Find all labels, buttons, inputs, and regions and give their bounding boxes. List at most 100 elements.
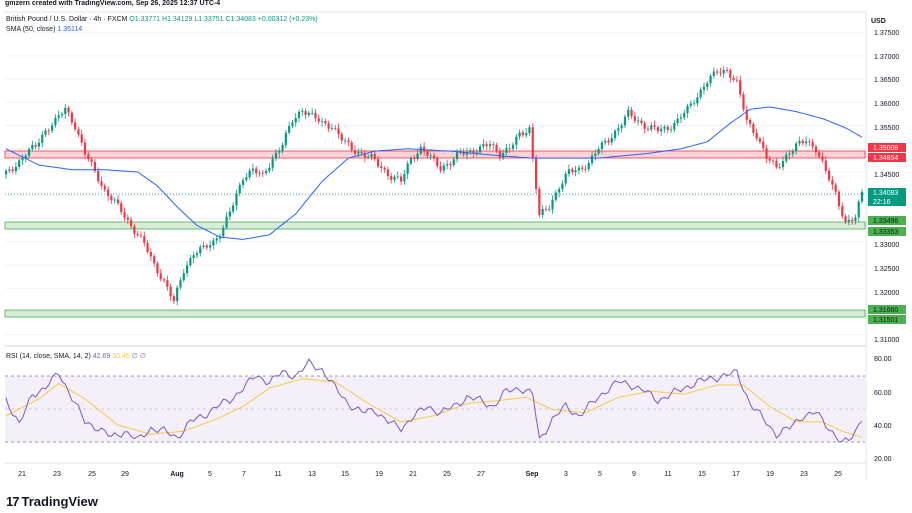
- candle-body: [617, 128, 620, 131]
- candle-body: [54, 117, 57, 126]
- candle-body: [498, 151, 501, 158]
- candle-body: [768, 158, 771, 161]
- candle-body: [623, 116, 627, 126]
- price-tick: 1.31000: [874, 337, 899, 344]
- candle-body: [472, 150, 475, 154]
- candle-body: [390, 175, 393, 180]
- time-tick: 19: [766, 471, 774, 478]
- symbol-title[interactable]: British Pound / U.S. Dollar · 4h · FXCM: [6, 16, 128, 23]
- candle-body: [538, 188, 541, 216]
- candle-body: [376, 159, 380, 167]
- candle-body: [100, 181, 103, 186]
- candle-body: [666, 126, 669, 131]
- time-tick: 23: [53, 471, 61, 478]
- candle-body: [149, 251, 152, 257]
- candle-body: [18, 160, 21, 167]
- candle-body: [564, 173, 567, 184]
- tradingview-logo[interactable]: 17 TradingView: [6, 494, 98, 509]
- candle-body: [192, 255, 195, 258]
- time-tick: 9: [632, 471, 636, 478]
- candle-body: [640, 120, 643, 124]
- candle-body: [113, 199, 116, 201]
- candle-body: [50, 125, 54, 131]
- resistance-bottom-label: 1.34854: [873, 155, 898, 162]
- time-tick: 25: [834, 471, 842, 478]
- candle-body: [571, 169, 574, 173]
- zone-label-bg: [868, 315, 906, 324]
- candle-body: [106, 189, 110, 197]
- time-tick: 25: [88, 471, 96, 478]
- candle-body: [370, 154, 373, 157]
- candle-body: [380, 166, 383, 168]
- candle-body: [860, 191, 864, 202]
- candle-body: [808, 141, 811, 143]
- support-zone-2[interactable]: [4, 309, 866, 318]
- support-zone-1[interactable]: [4, 221, 866, 230]
- candles: [4, 66, 864, 306]
- sma-label[interactable]: SMA (50, close): [6, 26, 56, 33]
- candle-body: [41, 134, 44, 143]
- candle-body: [195, 253, 199, 256]
- candle-body: [34, 144, 37, 147]
- candle-body: [172, 296, 176, 302]
- candle-body: [801, 140, 804, 144]
- candle-body: [399, 176, 403, 182]
- candle-body: [515, 136, 518, 145]
- time-tick: 5: [208, 471, 212, 478]
- rsi-value: 42.69: [92, 353, 111, 360]
- candle-body: [14, 166, 17, 172]
- zone-label-bg: [868, 216, 906, 225]
- candle-body: [762, 141, 765, 149]
- candle-body: [446, 164, 449, 166]
- candle-body: [455, 152, 459, 160]
- candle-body: [179, 280, 182, 288]
- candle-body: [732, 77, 735, 80]
- candle-body: [185, 265, 189, 274]
- candle-body: [120, 203, 123, 213]
- candle-body: [409, 158, 413, 164]
- time-tick: 11: [664, 471, 671, 478]
- candle-body: [383, 167, 386, 170]
- candle-body: [386, 169, 390, 176]
- candle-body: [844, 216, 847, 222]
- candle-body: [327, 123, 330, 129]
- candle-body: [729, 70, 732, 78]
- time-tick: 15: [341, 471, 349, 478]
- candle-body: [627, 109, 630, 117]
- candle-body: [673, 122, 676, 130]
- rsi-tick: 20.00: [874, 456, 892, 463]
- candle-body: [772, 160, 775, 162]
- currency-label: USD: [871, 18, 886, 25]
- candle-body: [755, 132, 758, 139]
- candle-body: [692, 103, 696, 105]
- candle-body: [169, 286, 172, 297]
- candle-body: [166, 280, 169, 287]
- candle-body: [255, 168, 258, 174]
- support1-top-label: 1.33496: [873, 218, 898, 225]
- candle-body: [442, 165, 445, 171]
- candle-body: [689, 103, 692, 106]
- candle-body: [320, 121, 324, 122]
- candle-body: [432, 155, 436, 159]
- candle-body: [4, 170, 8, 175]
- candle-body: [156, 263, 159, 274]
- candle-body: [396, 176, 399, 178]
- candle-body: [110, 196, 113, 201]
- rsi-label[interactable]: RSI (14, close, SMA, 14, 2): [6, 353, 91, 360]
- candle-body: [209, 245, 212, 248]
- candle-body: [837, 191, 841, 207]
- candle-body: [139, 235, 143, 237]
- candle-body: [818, 152, 821, 157]
- candle-body: [475, 152, 478, 154]
- candle-body: [291, 122, 294, 126]
- candle-body: [222, 227, 225, 237]
- candle-body: [199, 247, 202, 254]
- rsi-sma-value: 30.45: [112, 353, 130, 360]
- candle-body: [297, 112, 301, 118]
- candle-body: [502, 152, 505, 158]
- candle-body: [301, 111, 304, 113]
- candle-body: [367, 156, 370, 158]
- candle-body: [406, 163, 409, 174]
- candle-body: [77, 129, 80, 135]
